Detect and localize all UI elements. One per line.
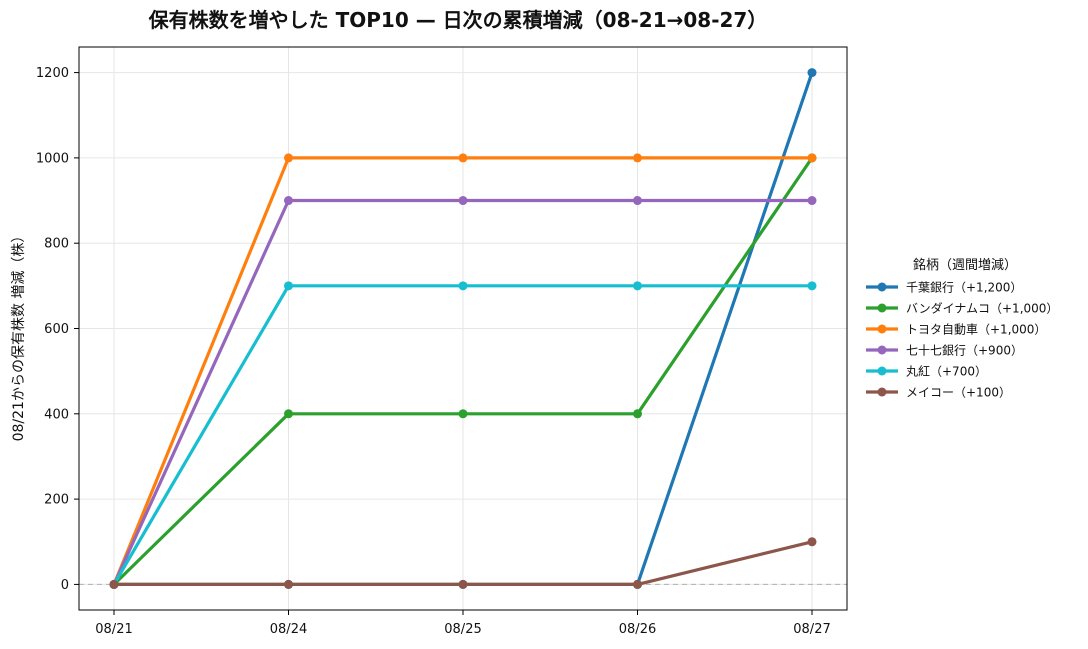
data-point [109, 579, 119, 589]
x-tick-label: 08/24 [270, 622, 307, 637]
y-tick-label: 200 [44, 493, 69, 508]
data-point [284, 281, 293, 291]
data-point [284, 409, 293, 419]
x-axis: 08/21 08/24 08/25 08/26 08/27 [95, 610, 831, 637]
grid [79, 47, 847, 610]
x-tick-label: 08/21 [95, 622, 132, 637]
data-point [633, 153, 642, 163]
data-point [284, 579, 293, 589]
y-axis-label: 08/21からの保有株数 増減（株） [10, 229, 27, 442]
data-point [458, 409, 468, 419]
legend-label: 丸紅（+700） [906, 365, 987, 379]
y-tick-label: 1000 [36, 151, 69, 166]
legend-label: 千葉銀行（+1,200） [906, 281, 1022, 295]
series-group [109, 68, 817, 589]
data-point [807, 537, 817, 547]
series-line-group [109, 196, 817, 589]
legend-swatch-marker [877, 282, 887, 292]
legend-label: トヨタ自動車（+1,000） [906, 323, 1046, 337]
series-line-group [109, 537, 817, 589]
x-tick-label: 08/27 [793, 622, 830, 637]
y-tick-label: 1200 [36, 66, 69, 81]
y-tick-label: 0 [61, 578, 69, 593]
legend: 銘柄（週間増減） 千葉銀行（+1,200） バンダイナムコ（+1,000） トヨタ自… [866, 257, 1058, 400]
data-point [284, 153, 293, 163]
y-axis: 0 200 400 600 800 1000 1200 [36, 66, 79, 593]
legend-swatch-marker [877, 387, 887, 397]
legend-title: 銘柄（週間増減） [913, 257, 1017, 273]
data-point [284, 196, 293, 206]
y-tick-label: 600 [44, 322, 69, 337]
data-point [458, 281, 468, 291]
x-tick-label: 08/26 [619, 622, 656, 637]
data-point [807, 153, 817, 163]
data-point [633, 196, 642, 206]
data-point [458, 196, 468, 206]
data-point [633, 281, 642, 291]
legend-swatch-marker [877, 345, 887, 355]
data-point [633, 409, 642, 419]
legend-label: メイコー（+100） [906, 386, 1011, 400]
legend-label: 七十七銀行（+900） [906, 344, 1023, 358]
data-point [807, 281, 817, 291]
chart-title: 保有株数を増やした TOP10 — 日次の累積増減（08-21→08-27） [148, 8, 768, 32]
data-point [633, 579, 642, 589]
legend-label: バンダイナムコ（+1,000） [906, 301, 1058, 316]
y-tick-label: 800 [44, 237, 69, 252]
data-point [807, 196, 817, 206]
legend-swatch-marker [877, 324, 887, 334]
data-point [458, 579, 468, 589]
data-point [807, 68, 817, 78]
x-tick-label: 08/25 [444, 622, 481, 637]
legend-swatch-marker [877, 303, 887, 313]
data-point [458, 153, 468, 163]
legend-swatch-marker [877, 366, 887, 376]
y-tick-label: 400 [44, 407, 69, 422]
